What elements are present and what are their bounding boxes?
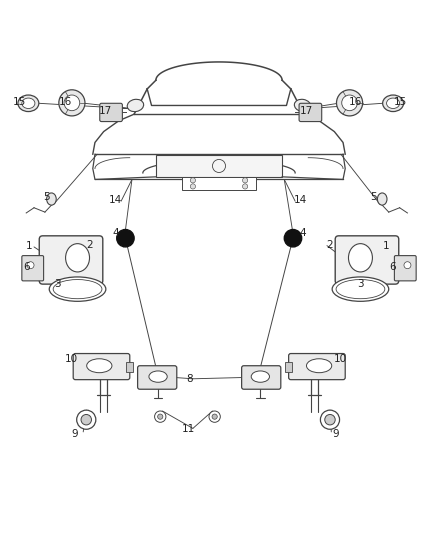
Text: 10: 10 — [64, 354, 78, 364]
Ellipse shape — [378, 193, 387, 205]
Ellipse shape — [66, 244, 89, 272]
Circle shape — [325, 415, 335, 425]
Bar — [182, 177, 256, 190]
Ellipse shape — [251, 371, 269, 382]
FancyBboxPatch shape — [100, 103, 122, 122]
Text: 16: 16 — [349, 97, 362, 107]
FancyBboxPatch shape — [289, 353, 345, 379]
Ellipse shape — [383, 95, 403, 111]
Text: 3: 3 — [55, 279, 61, 289]
Ellipse shape — [22, 98, 35, 109]
Text: 17: 17 — [99, 106, 113, 116]
Text: 15: 15 — [394, 97, 407, 107]
Text: 4: 4 — [112, 228, 119, 238]
Text: 1: 1 — [25, 240, 32, 251]
Text: 5: 5 — [371, 192, 377, 202]
FancyBboxPatch shape — [22, 256, 44, 281]
Ellipse shape — [18, 95, 39, 111]
Circle shape — [64, 95, 80, 111]
Circle shape — [243, 177, 248, 183]
Bar — [285, 362, 292, 372]
Text: 2: 2 — [326, 240, 332, 250]
FancyBboxPatch shape — [138, 366, 177, 389]
Ellipse shape — [127, 99, 144, 111]
Ellipse shape — [47, 193, 56, 205]
Text: 8: 8 — [186, 374, 193, 384]
Text: 2: 2 — [86, 240, 92, 250]
Text: 16: 16 — [59, 97, 72, 107]
Text: 9: 9 — [71, 429, 78, 439]
FancyBboxPatch shape — [242, 366, 281, 389]
Circle shape — [243, 184, 248, 189]
Ellipse shape — [49, 277, 106, 301]
Ellipse shape — [53, 279, 102, 298]
Ellipse shape — [336, 279, 385, 298]
Text: 6: 6 — [23, 262, 29, 271]
FancyBboxPatch shape — [73, 353, 130, 379]
Text: 17: 17 — [300, 106, 313, 116]
Circle shape — [404, 262, 411, 269]
Text: 15: 15 — [13, 97, 26, 107]
FancyBboxPatch shape — [335, 236, 399, 284]
Circle shape — [209, 411, 220, 422]
Ellipse shape — [149, 371, 167, 382]
Text: 3: 3 — [357, 279, 364, 289]
Ellipse shape — [294, 99, 311, 111]
Text: 14: 14 — [294, 196, 307, 205]
FancyBboxPatch shape — [394, 256, 416, 281]
Text: 6: 6 — [389, 262, 396, 271]
Ellipse shape — [349, 244, 372, 272]
Text: 10: 10 — [333, 354, 346, 364]
Circle shape — [336, 90, 363, 116]
Circle shape — [190, 184, 195, 189]
Circle shape — [212, 414, 217, 419]
Circle shape — [27, 262, 34, 269]
Bar — [126, 362, 133, 372]
Ellipse shape — [307, 359, 332, 373]
Circle shape — [81, 415, 92, 425]
Text: 14: 14 — [109, 196, 123, 205]
Circle shape — [158, 414, 163, 419]
Circle shape — [190, 177, 195, 183]
Text: 5: 5 — [43, 192, 49, 202]
Ellipse shape — [332, 277, 389, 301]
Ellipse shape — [387, 98, 399, 109]
Ellipse shape — [87, 359, 112, 373]
Text: 4: 4 — [299, 228, 306, 238]
Text: 9: 9 — [332, 429, 339, 439]
Circle shape — [342, 95, 357, 111]
Text: 1: 1 — [383, 240, 390, 251]
FancyBboxPatch shape — [299, 103, 322, 122]
Text: 11: 11 — [182, 424, 195, 434]
Bar — [156, 155, 282, 177]
Circle shape — [59, 90, 85, 116]
Circle shape — [321, 410, 339, 429]
Circle shape — [284, 230, 302, 247]
Circle shape — [77, 410, 96, 429]
FancyBboxPatch shape — [39, 236, 103, 284]
Circle shape — [117, 230, 134, 247]
Circle shape — [155, 411, 166, 422]
